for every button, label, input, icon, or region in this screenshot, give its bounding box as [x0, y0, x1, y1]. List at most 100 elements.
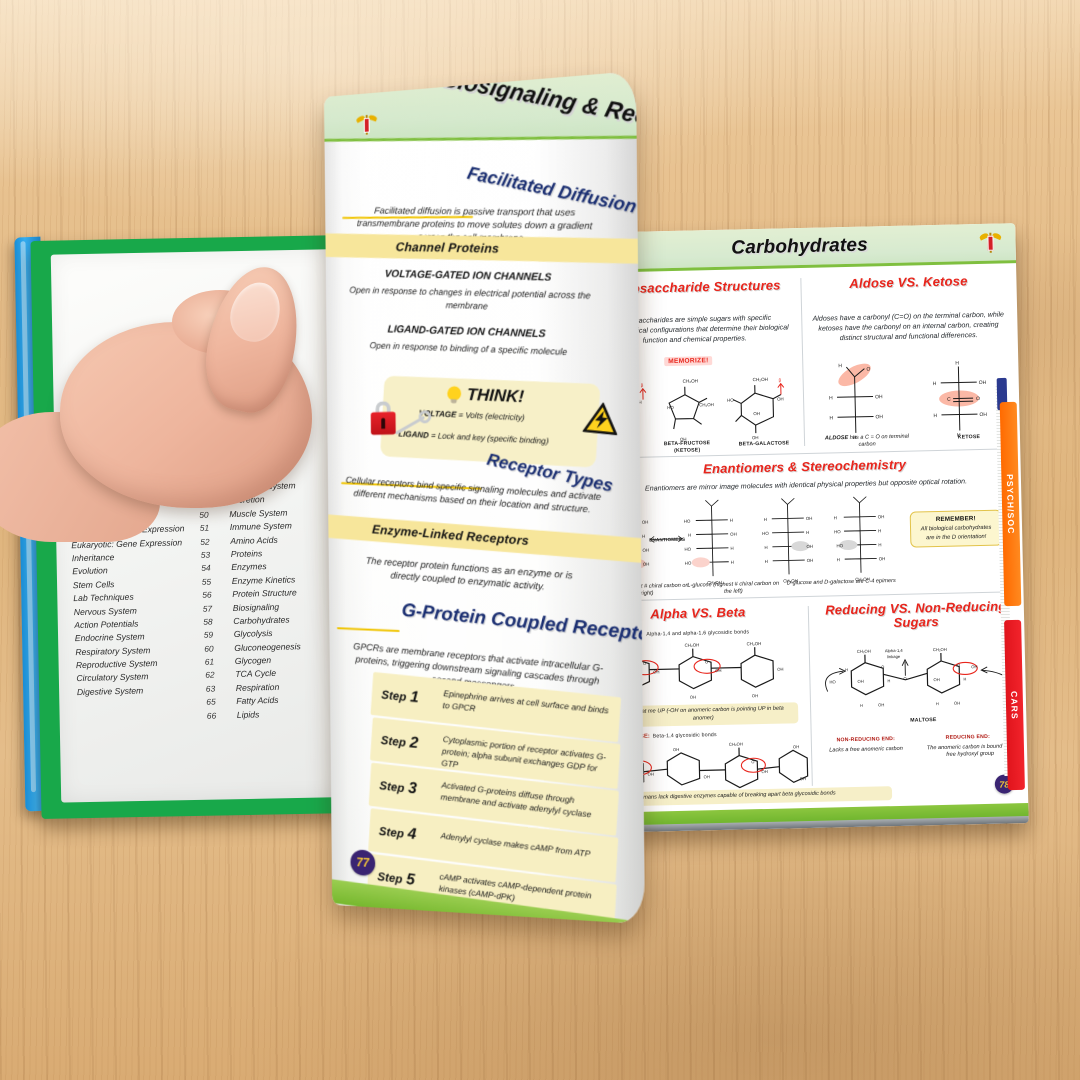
svg-text:O: O — [881, 664, 884, 669]
section-heading-enantiomers: Enantiomers & Stereochemistry — [702, 456, 907, 477]
svg-text:OH: OH — [642, 520, 649, 525]
heading-channel-proteins: Channel Proteins — [395, 240, 500, 256]
svg-text:OH: OH — [715, 668, 721, 673]
svg-text:CH₂OH: CH₂OH — [699, 402, 714, 407]
svg-text:HO: HO — [836, 543, 843, 548]
svg-text:H: H — [765, 559, 768, 564]
svg-text:CH₂OH: CH₂OH — [707, 580, 722, 585]
svg-text:HO: HO — [727, 398, 734, 403]
svg-text:H: H — [829, 395, 833, 401]
svg-text:β: β — [641, 383, 644, 388]
svg-text:OH: OH — [878, 514, 885, 519]
svg-text:H: H — [887, 678, 890, 683]
structure-sublabel-1: (KETOSE) — [673, 447, 701, 454]
svg-text:OH: OH — [806, 544, 813, 549]
svg-text:OH: OH — [971, 664, 977, 669]
reducing-end-text: The anomeric carbon is bound to a free h… — [926, 743, 1014, 759]
svg-text:CH₂OH: CH₂OH — [747, 641, 762, 646]
svg-text:O: O — [751, 759, 754, 764]
remember-title: REMEMBER! — [935, 515, 976, 524]
toc-entry-page: 56 — [202, 589, 212, 600]
hand-holding-page — [0, 258, 350, 562]
svg-text:OH: OH — [979, 380, 987, 386]
toc-entry-page: 58 — [203, 616, 213, 627]
svg-text:OH: OH — [642, 548, 649, 553]
svg-text:H: H — [829, 415, 833, 421]
svg-text:HO: HO — [684, 547, 691, 552]
toc-entry-page: 57 — [202, 603, 213, 614]
svg-text:OH: OH — [761, 769, 767, 774]
svg-text:H: H — [933, 413, 937, 419]
monosaccharide-ring-diagrams: CH₂OH CH₂OH CH₂OH β β OH CH₂OH OH OH OH … — [595, 377, 785, 443]
svg-text:CH₂OH: CH₂OH — [729, 741, 743, 746]
reducing-end-title: REDUCING END: — [945, 733, 991, 741]
svg-text:H: H — [837, 557, 840, 562]
non-reducing-end-text: Lacks a free anomeric carbon — [829, 745, 903, 754]
svg-text:HO: HO — [829, 679, 836, 684]
svg-text:O: O — [705, 659, 708, 664]
svg-text:OH: OH — [879, 556, 886, 561]
svg-text:O: O — [957, 663, 960, 668]
svg-text:OH: OH — [752, 693, 758, 698]
think-def-voltage: = Volts (electricity) — [458, 410, 525, 423]
structure-label-2: BETA-GALACTOSE — [738, 440, 790, 448]
svg-text:H: H — [845, 667, 848, 672]
enantiomer-caption-2: D-glucose and D-galactose are C-4 epimer… — [786, 577, 896, 587]
svg-text:OH: OH — [979, 412, 987, 418]
svg-text:O: O — [976, 396, 980, 402]
aldose-caption-text: has a C = O on terminal carbon — [849, 433, 910, 449]
footer-remember-text: Humans lack digestive enzymes capable of… — [636, 790, 836, 801]
toc-entry-page: 55 — [201, 576, 212, 587]
svg-text:CH₂OH: CH₂OH — [783, 578, 798, 583]
section-body-aldose-ketose: Aldoses have a carbonyl (C=O) on the ter… — [812, 310, 1005, 343]
maltose-diagram: CH₂OH CH₂OH Alpha-1,4 linkage H O O O HO… — [825, 647, 1010, 708]
svg-text:HO: HO — [834, 529, 841, 534]
padlock-icon — [370, 400, 396, 435]
maltose-label: MALTOSE — [910, 717, 937, 724]
section-heading-reducing: Reducing VS. Non-Reducing Sugars — [825, 598, 1007, 630]
body-enzyme-linked-receptors: The receptor protein functions as an enz… — [365, 555, 574, 594]
aldose-ketose-fischer-diagrams: H O H OH H OH H H H OH C O H OH H — [829, 360, 987, 440]
svg-text:CH₂OH: CH₂OH — [855, 577, 870, 582]
svg-text:OH: OH — [875, 394, 883, 400]
svg-text:H: H — [642, 534, 645, 539]
svg-text:OH: OH — [777, 667, 783, 672]
toc-entry-page: 63 — [205, 683, 216, 694]
section-body-enantiomers: Enantiomers are mirror image molecules w… — [644, 477, 968, 493]
svg-text:OH: OH — [878, 702, 884, 707]
svg-text:HO: HO — [685, 561, 692, 566]
aldose-caption: ALDOSE has a C = O on terminal carbon — [824, 434, 910, 450]
term-voltage-gated: VOLTAGE-GATED ION CHANNELS — [384, 269, 552, 284]
enantiomer-caption-1: L-glucose (highest # chiral carbon on th… — [687, 580, 780, 596]
svg-text:OH: OH — [875, 414, 883, 420]
held-page-group[interactable]: Biosignaling & Receptors Facilitated Dif… — [300, 62, 660, 965]
svg-text:H: H — [860, 703, 863, 708]
toc-entry-title — [78, 719, 201, 722]
toc-entry-page: 61 — [204, 656, 215, 667]
caduceus-icon-left — [355, 114, 378, 135]
rule-gpcr — [336, 627, 400, 633]
svg-text:HO: HO — [762, 531, 769, 536]
svg-text:OH: OH — [690, 695, 696, 700]
svg-text:O: O — [903, 676, 906, 681]
svg-text:H: H — [731, 560, 734, 565]
toc-entry-page: 59 — [203, 629, 214, 641]
svg-text:H: H — [957, 432, 961, 438]
svg-text:HO: HO — [684, 519, 691, 524]
svg-text:O: O — [643, 661, 646, 666]
page-number-badge-held: 77 — [350, 849, 376, 877]
svg-text:H: H — [764, 517, 767, 522]
toc-entry-title: Circulatory System — [76, 671, 149, 684]
think-title: THINK! — [466, 384, 525, 407]
svg-text:OH: OH — [800, 776, 806, 781]
think-callout-box: THINK! VOLTAGE = Volts (electricity) LIG… — [370, 375, 600, 468]
svg-text:H: H — [730, 518, 733, 523]
svg-text:H: H — [834, 515, 837, 520]
caduceus-icon — [978, 232, 1003, 253]
heading-gpcr: G-Protein Coupled Receptors — [401, 599, 645, 648]
toc-entry-title: Lab Techniques — [73, 591, 134, 603]
svg-text:OH: OH — [806, 516, 813, 521]
svg-text:O: O — [866, 366, 870, 372]
remember-body: All biological carbohydrates are in the … — [920, 524, 992, 541]
aldose-caption-bold: ALDOSE — [824, 435, 849, 442]
